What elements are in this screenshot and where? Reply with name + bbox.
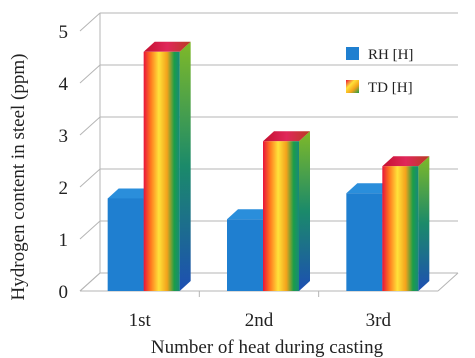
y-tick-label-0: 0 [59,282,69,303]
x-tick-label-2nd: 2nd [245,310,274,331]
bar-rainbow-gradient-1st [143,41,191,291]
bar-front-face [382,166,419,291]
bar-top-face [143,41,191,52]
bar-top-face [346,183,394,194]
legend-swatch-td [346,80,359,93]
tick-labels: 0 1 2 3 4 5 1st 2nd 3rd [59,22,392,331]
gridline-side-4 [79,64,101,84]
y-axis-label: Hydrogen content in steel (ppm) [8,54,29,301]
bar-side-face [418,156,430,291]
gridline-side-0 [79,272,101,292]
bars [107,41,430,291]
y-tick-label-3: 3 [59,126,69,147]
y-tick-label-4: 4 [59,74,69,95]
legend-label-td: TD [H] [368,80,413,96]
y-tick-label-2: 2 [59,178,69,199]
bar-top-face [107,188,155,199]
y-tick-label-5: 5 [59,22,69,43]
bar-rainbow-gradient-3rd [382,156,430,291]
x-axis-label: Number of heat during casting [151,337,384,358]
gridline-side-2 [79,168,101,188]
legend-label-rh: RH [H] [368,47,413,63]
gridline-side-5 [79,12,101,32]
bar-top-face [263,131,310,142]
bar-front-face [263,141,299,291]
x-tick-label-3rd: 3rd [366,310,392,331]
legend-swatch-rh [346,47,359,60]
gridline-side-3 [79,116,101,136]
floor-right-edge [437,272,459,292]
y-tick-label-1: 1 [59,230,69,251]
bar-front-face [143,51,180,291]
gridline-side-1 [79,220,101,240]
bar-top-face [227,209,274,220]
bar-side-face [179,41,191,291]
x-tick-label-1st: 1st [129,310,152,331]
bar-front-face [227,219,263,291]
bar-front-face [346,193,383,291]
legend: RH [H] TD [H] [346,47,413,96]
bar-rainbow-gradient-2nd [263,131,310,291]
bar-front-face [107,198,144,291]
bar-top-face [382,156,430,167]
bar-side-face [299,131,310,291]
